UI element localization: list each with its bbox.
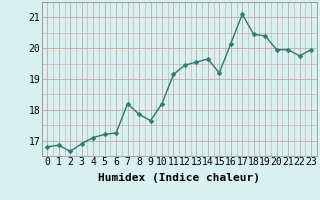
X-axis label: Humidex (Indice chaleur): Humidex (Indice chaleur) (98, 173, 260, 183)
